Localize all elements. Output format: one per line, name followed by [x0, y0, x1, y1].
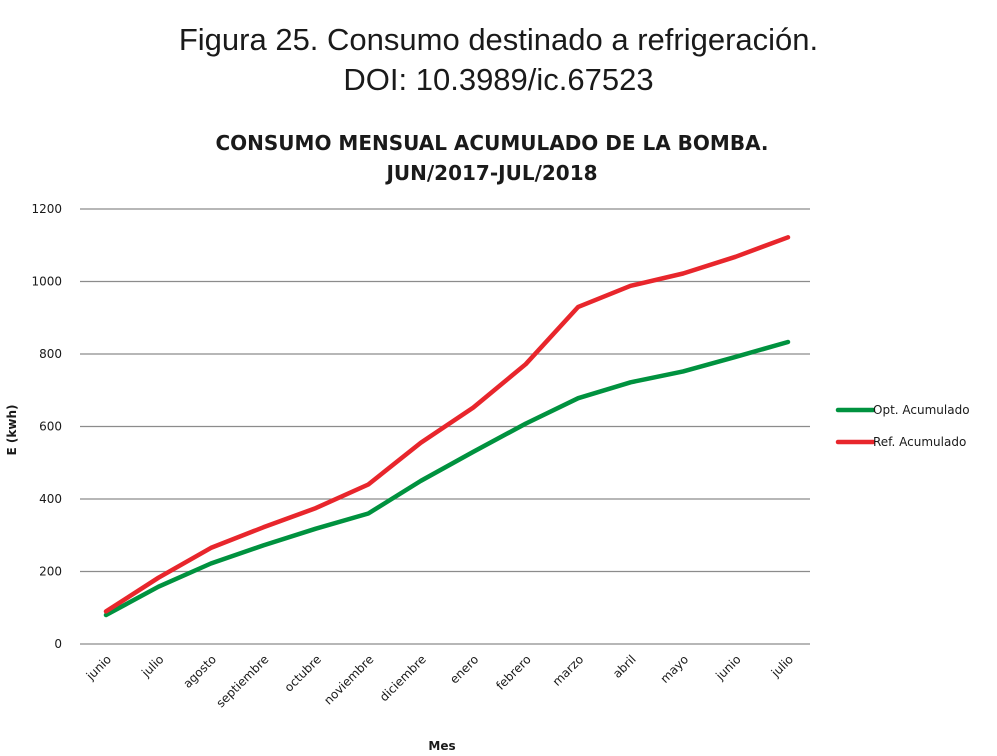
chart-title-line1: CONSUMO MENSUAL ACUMULADO DE LA BOMBA. — [215, 131, 768, 155]
x-tick-label: junio — [83, 652, 114, 683]
x-tick-label: julio — [138, 652, 166, 680]
chart-title-line2: JUN/2017-JUL/2018 — [384, 161, 597, 185]
gridlines — [80, 208, 810, 645]
y-tick-labels: 0 200 400 600 800 1000 1200 — [31, 202, 62, 651]
x-tick-label: mayo — [658, 652, 692, 686]
x-tick-label: enero — [447, 652, 481, 686]
figure-caption-doi: DOI: 10.3989/ic.67523 — [343, 62, 654, 97]
x-tick-label: octubre — [282, 652, 324, 694]
x-axis-label: Mes — [428, 739, 455, 753]
y-tick-label: 800 — [39, 347, 62, 361]
x-tick-label: noviembre — [321, 652, 376, 707]
x-tick-label: septiembre — [213, 652, 271, 710]
legend-label-0: Opt. Acumulado — [873, 403, 970, 417]
y-tick-label: 400 — [39, 492, 62, 506]
figure-caption: Figura 25. Consumo destinado a refrigera… — [0, 20, 997, 100]
y-tick-label: 200 — [39, 565, 62, 579]
legend-label-1: Ref. Acumulado — [873, 435, 966, 449]
y-tick-label: 0 — [54, 637, 62, 651]
y-axis-label: E (kwh) — [5, 405, 19, 456]
x-tick-label: junio — [712, 652, 743, 683]
series-line-1 — [103, 235, 791, 614]
x-tick-label: diciembre — [377, 652, 429, 704]
y-tick-label: 1200 — [31, 202, 62, 216]
y-tick-label: 1000 — [31, 275, 62, 289]
x-tick-label: febrero — [493, 652, 534, 693]
y-tick-label: 600 — [39, 420, 62, 434]
series-lines — [103, 235, 791, 618]
x-tick-label: agosto — [180, 652, 219, 691]
x-tick-label: abril — [610, 652, 639, 681]
series-line-0 — [103, 339, 791, 618]
legend: Opt. Acumulado Ref. Acumulado — [835, 403, 970, 449]
x-tick-label: julio — [768, 652, 796, 680]
figure-caption-title: Figura 25. Consumo destinado a refrigera… — [178, 22, 819, 57]
x-tick-label: marzo — [550, 652, 587, 689]
